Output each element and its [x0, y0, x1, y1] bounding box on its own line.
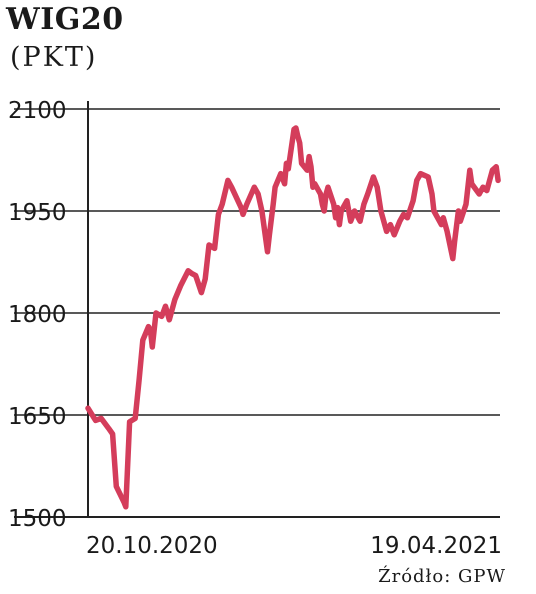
grid-layer [14, 108, 500, 416]
label-layer: 1500 1650 1800 1950 2100 20.10.2020 19.04.2021 [8, 98, 502, 559]
x-tick-label-1: 20.10.2020 [86, 533, 218, 559]
y-tick-label-1950: 1950 [8, 200, 67, 226]
y-tick-label-1650: 1650 [8, 404, 67, 430]
y-tick-label-1800: 1800 [8, 302, 67, 328]
source-note: Źródło: GPW [378, 566, 506, 587]
y-tick-label-2100: 2100 [8, 98, 67, 124]
series-layer [85, 125, 501, 510]
x-tick-label-2: 19.04.2021 [370, 533, 502, 559]
unit-label: (PKT) [10, 42, 98, 73]
chart-title: WIG20 [6, 2, 124, 37]
y-tick-label-1500: 1500 [8, 506, 67, 532]
axis-layer [14, 101, 500, 518]
series-line-1 [85, 125, 501, 510]
